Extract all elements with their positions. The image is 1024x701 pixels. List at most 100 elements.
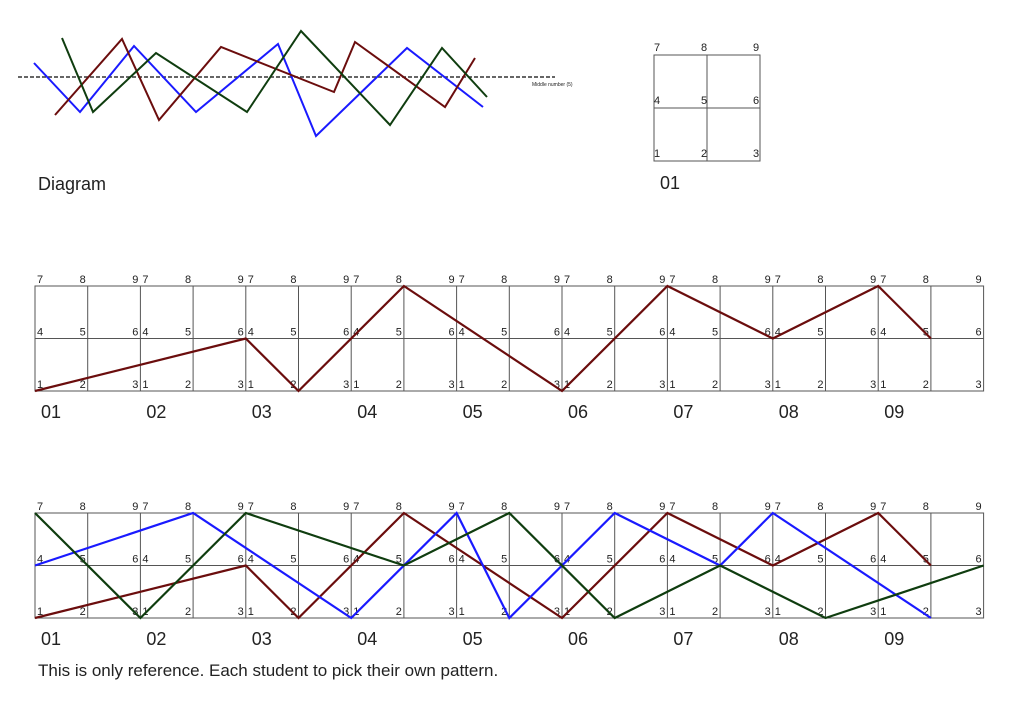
cell-number: 3 <box>448 379 454 391</box>
cell-number: 5 <box>712 554 718 566</box>
cell-number: 2 <box>712 379 718 391</box>
cell-number: 1 <box>880 606 886 618</box>
cell-number: 8 <box>607 274 613 286</box>
cell-number: 8 <box>185 501 191 513</box>
cell-number: 5 <box>185 327 191 339</box>
cell-number: 1 <box>353 379 359 391</box>
cell-number: 9 <box>975 501 981 513</box>
block-label: 02 <box>146 402 166 422</box>
cell-number: 9 <box>765 501 771 513</box>
cell-number: 3 <box>343 606 349 618</box>
cell-number: 1 <box>248 606 254 618</box>
block-label: 02 <box>146 629 166 649</box>
cell-number: 7 <box>353 274 359 286</box>
cell-number: 2 <box>396 606 402 618</box>
cell-number: 4 <box>669 554 675 566</box>
sketch-line-red <box>54 37 476 122</box>
cell-number: 9 <box>765 274 771 286</box>
cell-number: 9 <box>870 274 876 286</box>
cell-number: 5 <box>290 554 296 566</box>
cell-number: 3 <box>870 606 876 618</box>
cell-number: 8 <box>923 274 929 286</box>
cell-number: 3 <box>448 606 454 618</box>
cell-number: 9 <box>343 274 349 286</box>
cell-number: 2 <box>923 379 929 391</box>
key-number: 9 <box>753 42 759 54</box>
cell-number: 8 <box>712 501 718 513</box>
cell-number: 9 <box>554 274 560 286</box>
cell-number: 2 <box>817 379 823 391</box>
cell-number: 9 <box>659 274 665 286</box>
cell-number: 9 <box>132 274 138 286</box>
cell-number: 1 <box>459 379 465 391</box>
cell-number: 9 <box>870 501 876 513</box>
cell-number: 9 <box>238 501 244 513</box>
top-sketch: Middle number (5) <box>18 29 573 138</box>
block-label: 07 <box>673 402 693 422</box>
key-number: 3 <box>753 148 759 160</box>
cell-number: 9 <box>554 501 560 513</box>
cell-number: 8 <box>290 501 296 513</box>
cell-number: 7 <box>37 501 43 513</box>
cell-number: 6 <box>238 554 244 566</box>
block-label: 09 <box>884 402 904 422</box>
cell-number: 7 <box>669 501 675 513</box>
block-label: 08 <box>779 402 799 422</box>
cell-number: 4 <box>248 327 254 339</box>
block-label: 01 <box>41 402 61 422</box>
cell-number: 4 <box>880 327 886 339</box>
cell-number: 9 <box>448 501 454 513</box>
cell-number: 9 <box>448 274 454 286</box>
cell-number: 4 <box>775 554 781 566</box>
cell-number: 4 <box>880 554 886 566</box>
cell-number: 8 <box>185 274 191 286</box>
cell-number: 7 <box>564 501 570 513</box>
cell-number: 9 <box>343 501 349 513</box>
cell-number: 7 <box>459 274 465 286</box>
cell-number: 5 <box>817 554 823 566</box>
block-label: 08 <box>779 629 799 649</box>
cell-number: 3 <box>765 379 771 391</box>
cell-number: 1 <box>37 606 43 618</box>
cell-number: 1 <box>669 379 675 391</box>
cell-number: 7 <box>248 274 254 286</box>
cell-number: 4 <box>37 554 43 566</box>
block-label: 06 <box>568 402 588 422</box>
cell-number: 7 <box>248 501 254 513</box>
cell-number: 8 <box>396 274 402 286</box>
cell-number: 5 <box>80 327 86 339</box>
cell-number: 5 <box>501 554 507 566</box>
cell-number: 6 <box>975 327 981 339</box>
block-label: 03 <box>252 629 272 649</box>
cell-number: 2 <box>396 379 402 391</box>
cell-number: 4 <box>142 327 148 339</box>
cell-number: 7 <box>353 501 359 513</box>
pattern-line-red <box>34 284 932 393</box>
cell-number: 4 <box>459 554 465 566</box>
key-number: 8 <box>701 42 707 54</box>
cell-number: 6 <box>975 554 981 566</box>
cell-number: 8 <box>501 501 507 513</box>
cell-number: 6 <box>132 554 138 566</box>
cell-number: 7 <box>775 274 781 286</box>
cell-number: 3 <box>975 606 981 618</box>
reference-note: This is only reference. Each student to … <box>38 661 499 680</box>
cell-number: 6 <box>132 327 138 339</box>
key-number: 7 <box>654 42 660 54</box>
cell-number: 8 <box>607 501 613 513</box>
cell-number: 4 <box>37 327 43 339</box>
cell-number: 5 <box>712 327 718 339</box>
cell-number: 4 <box>564 327 570 339</box>
cell-number: 3 <box>870 379 876 391</box>
strip-red-only: 7 8 9 4 5 6 1 2 3 7 8 9 4 5 6 1 2 3 7 8 9 4 5 6 1 2 3 7 8 9 4 5 6 1 2 3 7 8 9 4… <box>34 274 985 422</box>
cell-number: 6 <box>448 327 454 339</box>
block-label: 01 <box>41 629 61 649</box>
key-number: 5 <box>701 95 707 107</box>
cell-number: 5 <box>290 327 296 339</box>
block-label: 06 <box>568 629 588 649</box>
cell-number: 4 <box>669 327 675 339</box>
cell-number: 2 <box>185 606 191 618</box>
pattern-line-green <box>34 511 984 620</box>
cell-number: 9 <box>132 501 138 513</box>
cell-number: 8 <box>712 274 718 286</box>
